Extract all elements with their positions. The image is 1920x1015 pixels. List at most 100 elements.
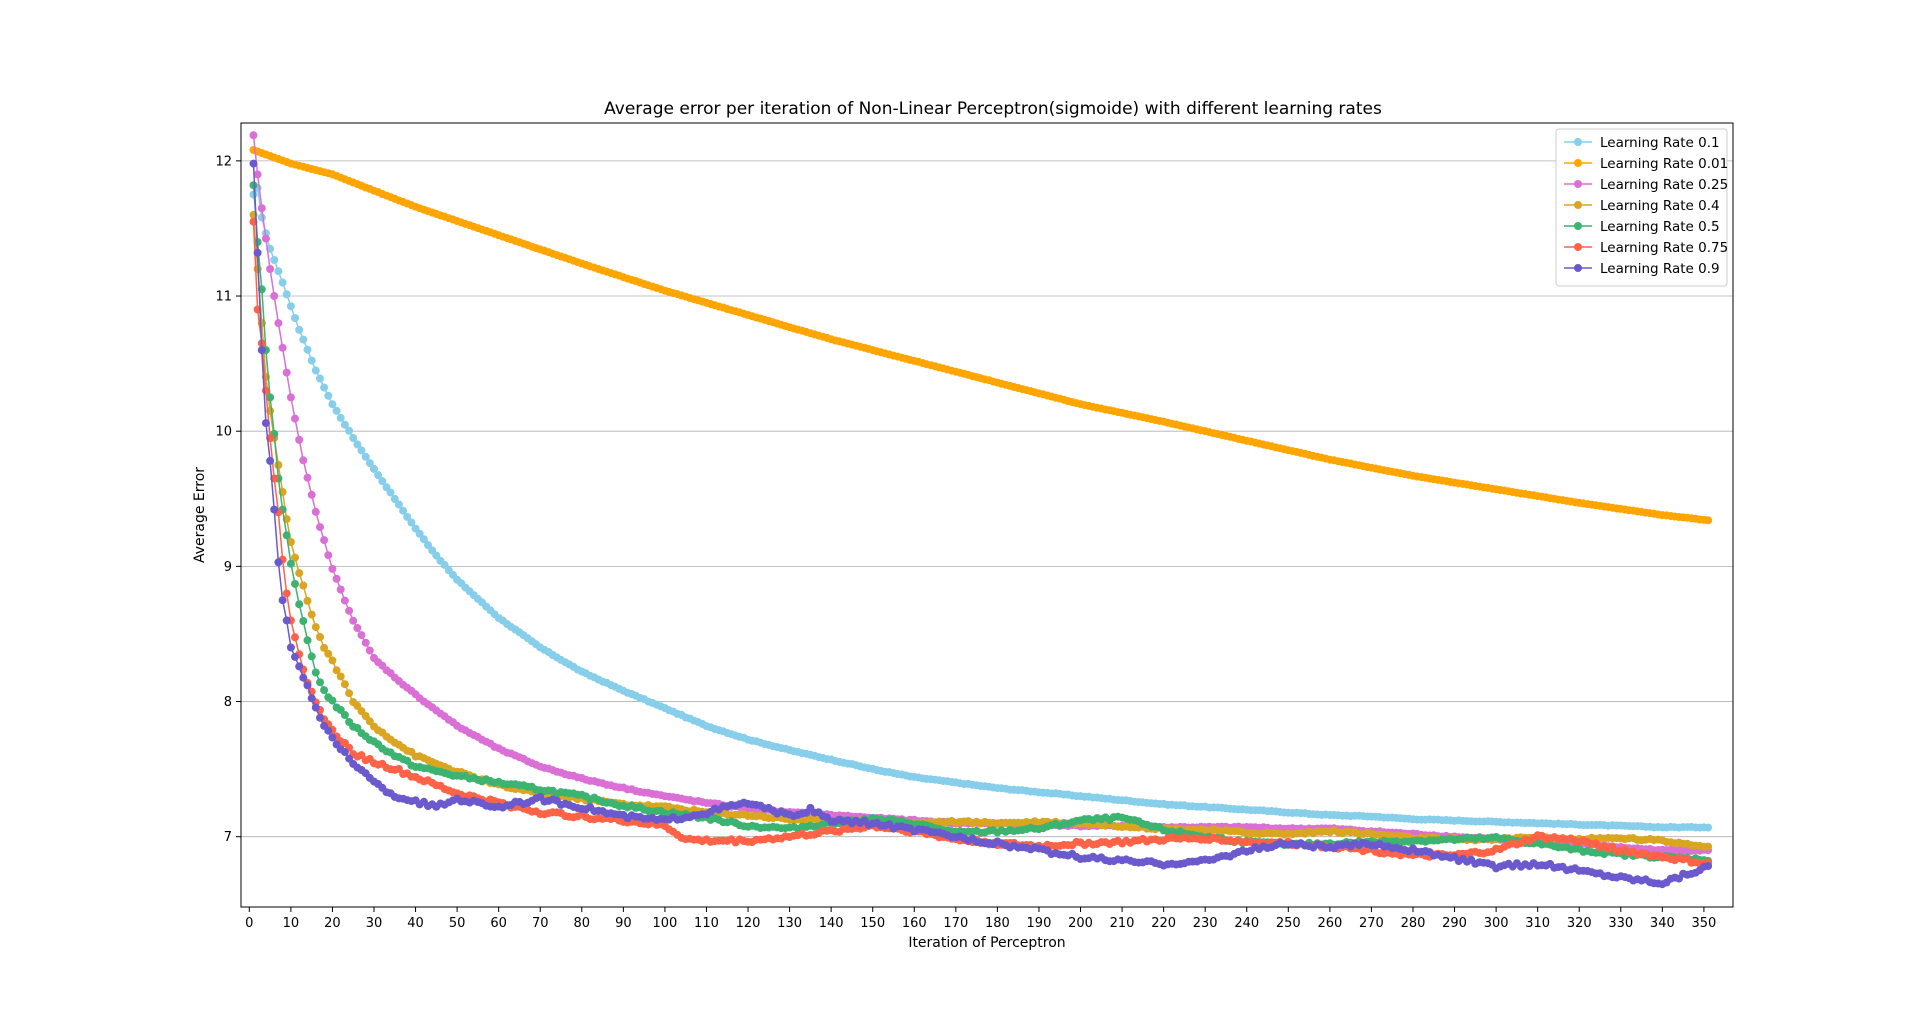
legend-box	[1555, 128, 1728, 287]
x-tick-label: 230	[1193, 916, 1218, 931]
data-point	[299, 456, 308, 465]
data-point	[274, 319, 283, 328]
legend-label: Learning Rate 0.01	[1600, 156, 1728, 172]
y-tick-label: 11	[215, 290, 232, 305]
data-point	[1704, 862, 1713, 870]
legend-label: Learning Rate 0.5	[1600, 219, 1720, 235]
data-point	[336, 585, 345, 594]
legend-label: Learning Rate 0.9	[1600, 261, 1720, 277]
legend-swatch-marker	[1574, 159, 1582, 167]
data-point	[261, 386, 270, 395]
data-point	[274, 267, 283, 276]
data-point	[320, 643, 329, 652]
data-point	[295, 569, 304, 578]
data-point	[270, 505, 279, 514]
data-point	[303, 345, 312, 354]
data-point	[353, 440, 362, 449]
data-point	[324, 649, 333, 658]
data-point	[261, 234, 270, 243]
x-axis-label: Iteration of Perceptron	[908, 935, 1065, 951]
legend-label: Learning Rate 0.4	[1600, 198, 1720, 214]
data-point	[1704, 823, 1713, 832]
data-point	[415, 529, 424, 538]
data-point	[324, 726, 333, 735]
data-point	[266, 456, 275, 465]
data-point	[282, 589, 291, 598]
data-point	[261, 419, 270, 428]
legend-swatch-marker	[1574, 222, 1582, 230]
data-point	[361, 638, 370, 647]
legend-item: Learning Rate 0.9	[1564, 261, 1720, 277]
data-point	[303, 636, 312, 645]
data-point	[286, 302, 295, 311]
data-point	[266, 265, 275, 273]
x-tick-label: 120	[736, 916, 761, 931]
x-tick-label: 160	[902, 916, 927, 931]
data-point	[336, 413, 345, 422]
data-point	[365, 646, 374, 655]
data-point	[311, 668, 320, 677]
data-point	[357, 631, 366, 640]
data-point	[374, 471, 383, 480]
data-point	[270, 292, 279, 300]
legend-swatch-marker	[1574, 138, 1582, 146]
chart-title: Average error per iteration of Non-Linea…	[604, 99, 1382, 119]
data-point	[328, 656, 337, 665]
data-point	[295, 435, 304, 444]
y-tick-label: 12	[215, 154, 232, 169]
data-point	[307, 610, 316, 619]
data-point	[349, 616, 358, 625]
data-point	[340, 748, 349, 756]
data-point	[311, 703, 320, 712]
data-point	[266, 393, 275, 402]
legend-swatch-marker	[1574, 243, 1582, 251]
data-point	[299, 673, 308, 682]
data-point	[394, 500, 403, 509]
data-point	[349, 434, 358, 442]
data-point	[282, 531, 291, 540]
data-point	[311, 366, 320, 375]
data-point	[340, 680, 349, 689]
x-tick-label: 310	[1525, 916, 1550, 931]
data-point	[328, 733, 337, 742]
x-tick-label: 250	[1276, 916, 1301, 931]
series-learning-rate-0-1	[249, 183, 1713, 832]
data-point	[316, 678, 324, 687]
data-point	[361, 452, 370, 461]
data-point	[307, 356, 316, 365]
x-tick-label: 300	[1484, 916, 1509, 931]
data-point	[249, 131, 258, 140]
x-tick-label: 10	[283, 916, 300, 931]
x-axis: 0 10 20 30 40 50 60 70 80 90 100 110 120 130 140 150 160…	[245, 907, 1716, 931]
x-tick-label: 140	[819, 916, 844, 931]
data-point	[253, 170, 262, 179]
data-point	[307, 694, 316, 703]
x-tick-label: 210	[1110, 916, 1135, 931]
data-point	[386, 488, 395, 497]
data-point	[320, 383, 329, 392]
data-point	[328, 564, 337, 573]
x-tick-label: 50	[449, 916, 466, 931]
data-point	[257, 213, 266, 222]
x-tick-label: 60	[490, 916, 507, 931]
y-axis: 7 8 9 10 11 12	[215, 154, 241, 845]
x-tick-label: 340	[1650, 916, 1675, 931]
x-tick-label: 350	[1691, 916, 1716, 931]
legend: Learning Rate 0.1 Learning Rate 0.01 Learn…	[1555, 128, 1728, 287]
data-point	[440, 560, 449, 569]
x-tick-label: 70	[532, 916, 549, 931]
x-tick-label: 190	[1027, 916, 1052, 931]
legend-label: Learning Rate 0.75	[1600, 240, 1728, 256]
data-point	[328, 696, 337, 705]
x-tick-label: 280	[1401, 916, 1426, 931]
x-tick-label: 260	[1317, 916, 1342, 931]
data-point	[316, 374, 324, 383]
data-point	[282, 368, 291, 377]
data-point	[320, 686, 329, 695]
legend-item: Learning Rate 0.01	[1564, 156, 1728, 172]
x-tick-label: 90	[615, 916, 632, 931]
data-point	[291, 553, 299, 562]
data-point	[340, 596, 349, 605]
data-point	[278, 278, 287, 287]
data-point	[257, 204, 266, 213]
